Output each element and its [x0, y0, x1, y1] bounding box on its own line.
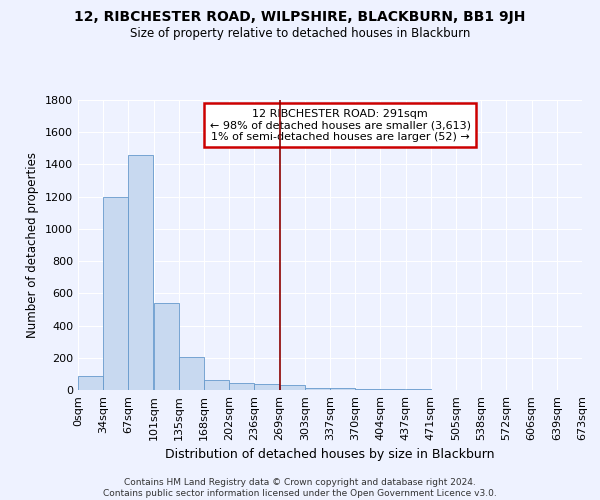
Bar	[280, 386, 305, 390]
Bar	[380, 389, 406, 390]
Bar	[128, 155, 154, 390]
Bar	[305, 388, 330, 390]
Text: 12 RIBCHESTER ROAD: 291sqm
← 98% of detached houses are smaller (3,613)
1% of se: 12 RIBCHESTER ROAD: 291sqm ← 98% of deta…	[209, 108, 470, 142]
Bar	[154, 303, 179, 390]
Bar	[229, 383, 254, 390]
Text: 12, RIBCHESTER ROAD, WILPSHIRE, BLACKBURN, BB1 9JH: 12, RIBCHESTER ROAD, WILPSHIRE, BLACKBUR…	[74, 10, 526, 24]
Text: Size of property relative to detached houses in Blackburn: Size of property relative to detached ho…	[130, 28, 470, 40]
Bar	[103, 196, 128, 390]
X-axis label: Distribution of detached houses by size in Blackburn: Distribution of detached houses by size …	[165, 448, 495, 461]
Bar	[355, 388, 380, 390]
Bar	[78, 376, 103, 390]
Text: Contains HM Land Registry data © Crown copyright and database right 2024.
Contai: Contains HM Land Registry data © Crown c…	[103, 478, 497, 498]
Bar	[204, 380, 229, 390]
Y-axis label: Number of detached properties: Number of detached properties	[26, 152, 40, 338]
Bar	[254, 384, 280, 390]
Bar	[179, 357, 204, 390]
Bar	[330, 388, 355, 390]
